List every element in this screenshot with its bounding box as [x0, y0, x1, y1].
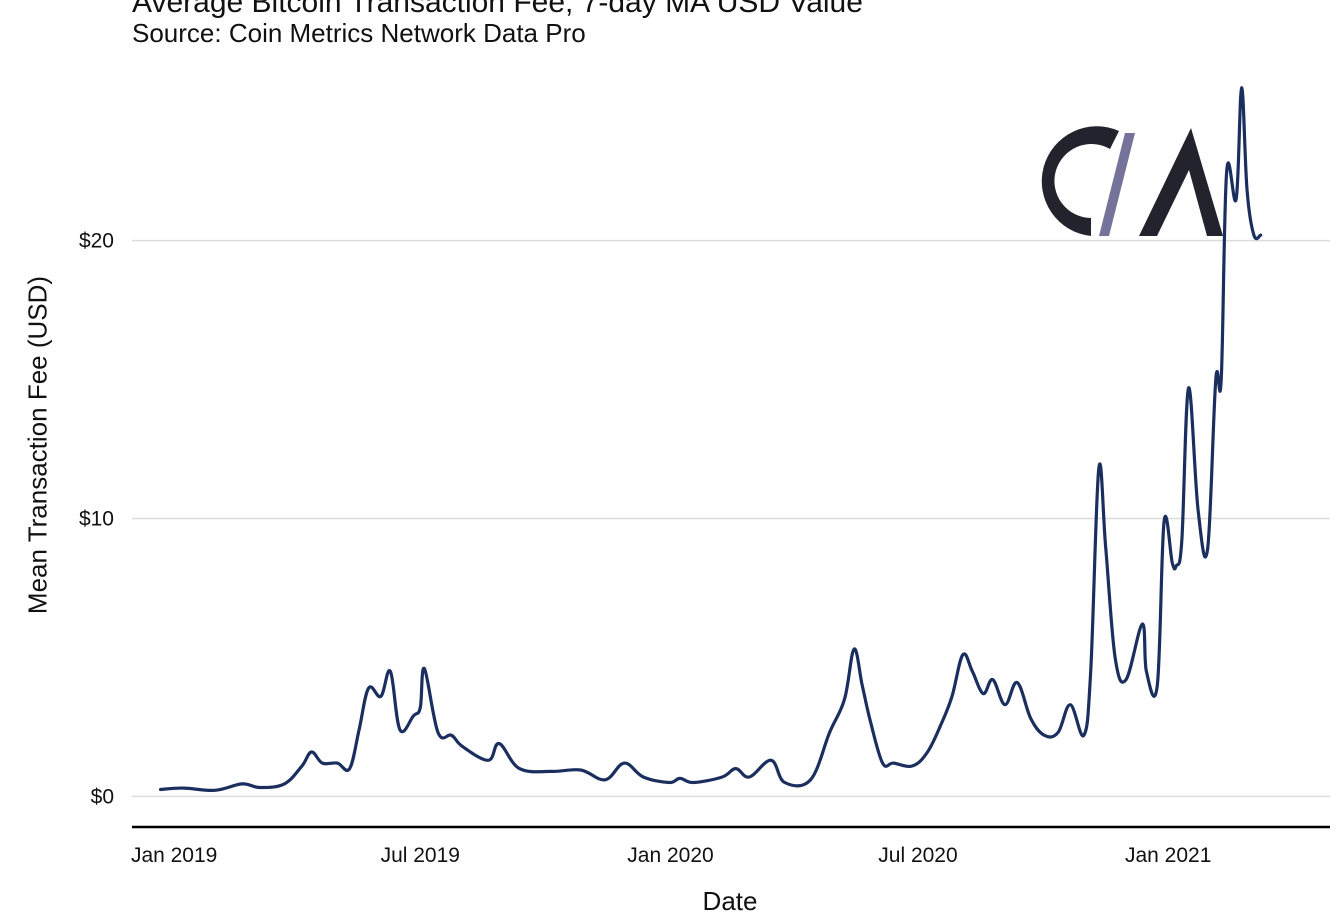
- gridlines: [132, 239, 1330, 798]
- fee-series-line: [159, 86, 1263, 793]
- logo-m-shape: [1139, 128, 1223, 236]
- x-axis-ticks: Jan 2019 Jul 2019 Jan 2020 Jul 2020 Jan 2021: [131, 844, 1211, 867]
- y-tick-label: $20: [79, 230, 114, 253]
- x-tick-label: Jan 2019: [131, 844, 217, 867]
- y-tick-label: $0: [91, 785, 114, 808]
- x-tick-label: Jan 2021: [1125, 844, 1211, 867]
- coin-metrics-logo: [1041, 126, 1223, 236]
- logo-c-shape: [1041, 126, 1119, 236]
- logo-slash: [1099, 133, 1135, 236]
- y-tick-label: $10: [79, 508, 114, 531]
- x-tick-label: Jul 2019: [381, 844, 460, 867]
- chart-subtitle: Source: Coin Metrics Network Data Pro: [132, 18, 586, 48]
- y-axis-ticks: $0 $10 $20: [79, 230, 114, 809]
- chart-title: Average Bitcoin Transaction Fee, 7-day M…: [132, 0, 863, 19]
- x-tick-label: Jul 2020: [878, 844, 957, 867]
- x-tick-label: Jan 2020: [627, 844, 713, 867]
